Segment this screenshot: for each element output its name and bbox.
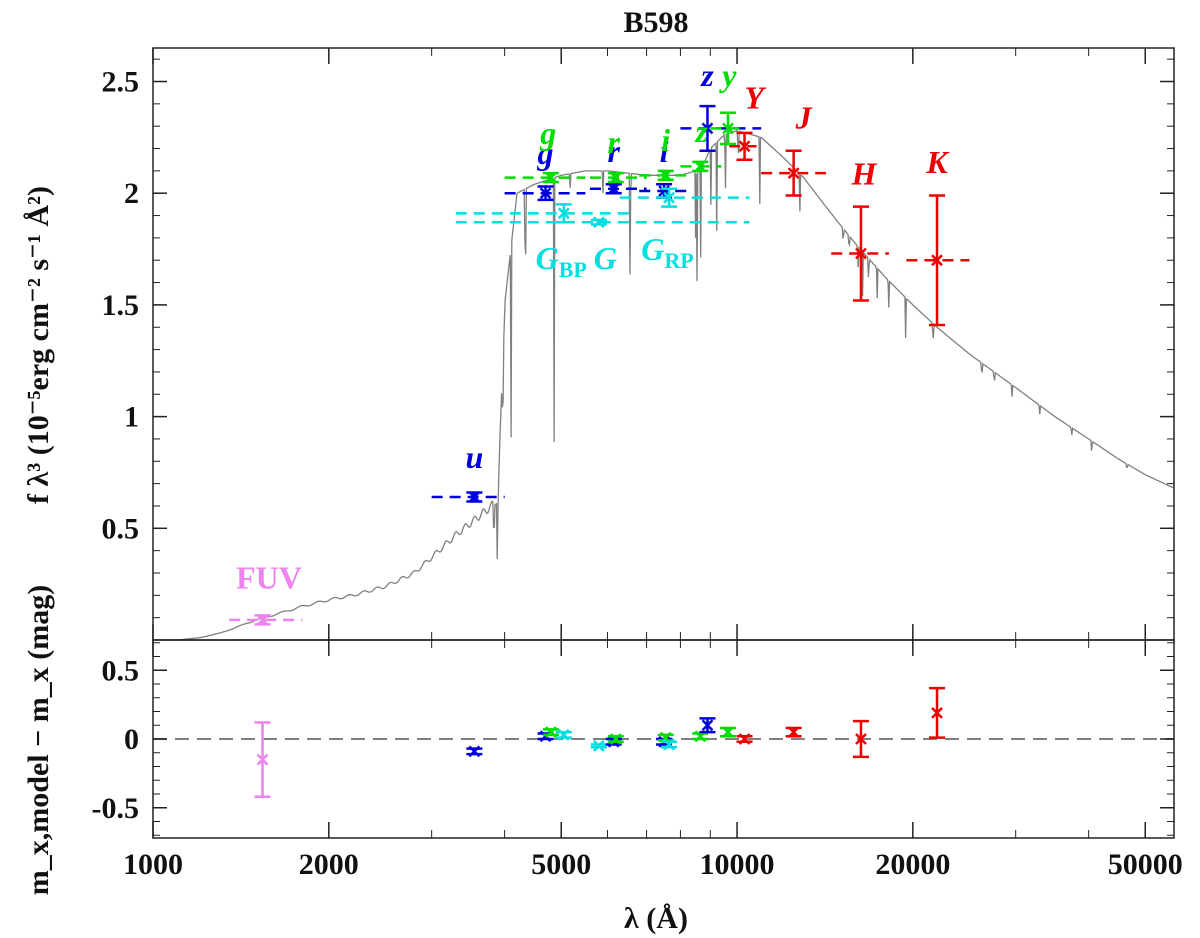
residual-point (544, 726, 557, 739)
band-label: g (537, 135, 554, 171)
data-point (659, 169, 672, 182)
band-label: FUV (236, 560, 302, 596)
y-tick-label: 0.5 (102, 512, 140, 545)
residual-point (468, 745, 481, 758)
x-tick-label: 5000 (531, 848, 591, 881)
data-point (609, 171, 622, 184)
residual-point (855, 733, 867, 745)
data-point (701, 122, 714, 135)
data-point (931, 254, 943, 267)
y-axis-title-bottom: m_x,model − m_x (mag) (22, 585, 55, 895)
axis-labels: B598 λ (Å) f λ³ (10⁻⁵erg cm⁻² s⁻¹ Å²) m_… (22, 6, 689, 935)
band-label: z (694, 113, 708, 149)
x-axis-title: λ (Å) (624, 902, 688, 935)
y-tick-label: 1 (124, 401, 139, 434)
data-point (787, 167, 800, 179)
residual-point (609, 733, 622, 745)
residual-point (931, 706, 943, 719)
band-label: y (718, 57, 737, 93)
residual-point (787, 726, 800, 739)
band-label: J (795, 99, 813, 135)
data-point (544, 171, 557, 184)
gaia-band-label: G (594, 240, 617, 276)
data-point (468, 491, 481, 503)
data-point (722, 122, 734, 135)
band-label: g (539, 115, 556, 151)
data-point (539, 187, 552, 200)
y-axis-title-top: f λ³ (10⁻⁵erg cm⁻² s⁻¹ Å²) (22, 186, 55, 504)
y-tick-label: 0.5 (102, 654, 140, 687)
gaia-band-label: GRP (641, 231, 693, 273)
band-label: H (851, 155, 878, 191)
data-point (855, 247, 867, 260)
gaia-band-main: G (536, 240, 559, 276)
band-label: r (608, 133, 621, 169)
gaia-band-main: G (594, 240, 617, 276)
data-point (663, 191, 675, 204)
band-label: i (661, 122, 670, 158)
data-point (607, 182, 620, 195)
x-tick-label: 20000 (875, 848, 950, 881)
y-tick-label: 2.5 (102, 66, 140, 99)
y-tick-label: -0.5 (92, 792, 140, 825)
gaia-band-sub: RP (664, 248, 693, 273)
y-tick-label: 0 (124, 723, 139, 756)
residual-point (663, 738, 675, 751)
x-tick-label: 1000 (123, 848, 183, 881)
chart-title: B598 (623, 6, 688, 39)
band-label: Y (744, 79, 766, 115)
residual-point (738, 733, 751, 745)
residual-point (722, 726, 734, 739)
residual-point (592, 739, 605, 752)
gaia-band-main: G (641, 231, 664, 267)
data-point (256, 614, 269, 626)
band-label: u (465, 439, 483, 475)
y-tick-label: 1.5 (102, 289, 140, 322)
data-point (592, 216, 605, 229)
x-tick-label: 10000 (700, 848, 775, 881)
residual-point (701, 719, 714, 732)
data-point (738, 140, 751, 153)
band-label: z (700, 57, 714, 93)
band-label: r (608, 124, 621, 160)
band-label: K (925, 144, 950, 180)
x-tick-label: 2000 (299, 848, 359, 881)
data-point (557, 207, 570, 220)
residual-point (557, 728, 570, 741)
residual-point (256, 753, 269, 766)
data-point (694, 160, 707, 173)
band-label: i (660, 133, 669, 169)
residual-panel: -0.5 0 0.5 1000 2000 5000 10000 20000 50000 (92, 48, 1183, 881)
y-tick-label: 2 (124, 177, 139, 210)
gaia-band-label: GBP (536, 240, 587, 282)
gaia-band-sub: BP (559, 257, 587, 282)
x-tick-label: 50000 (1108, 848, 1183, 881)
